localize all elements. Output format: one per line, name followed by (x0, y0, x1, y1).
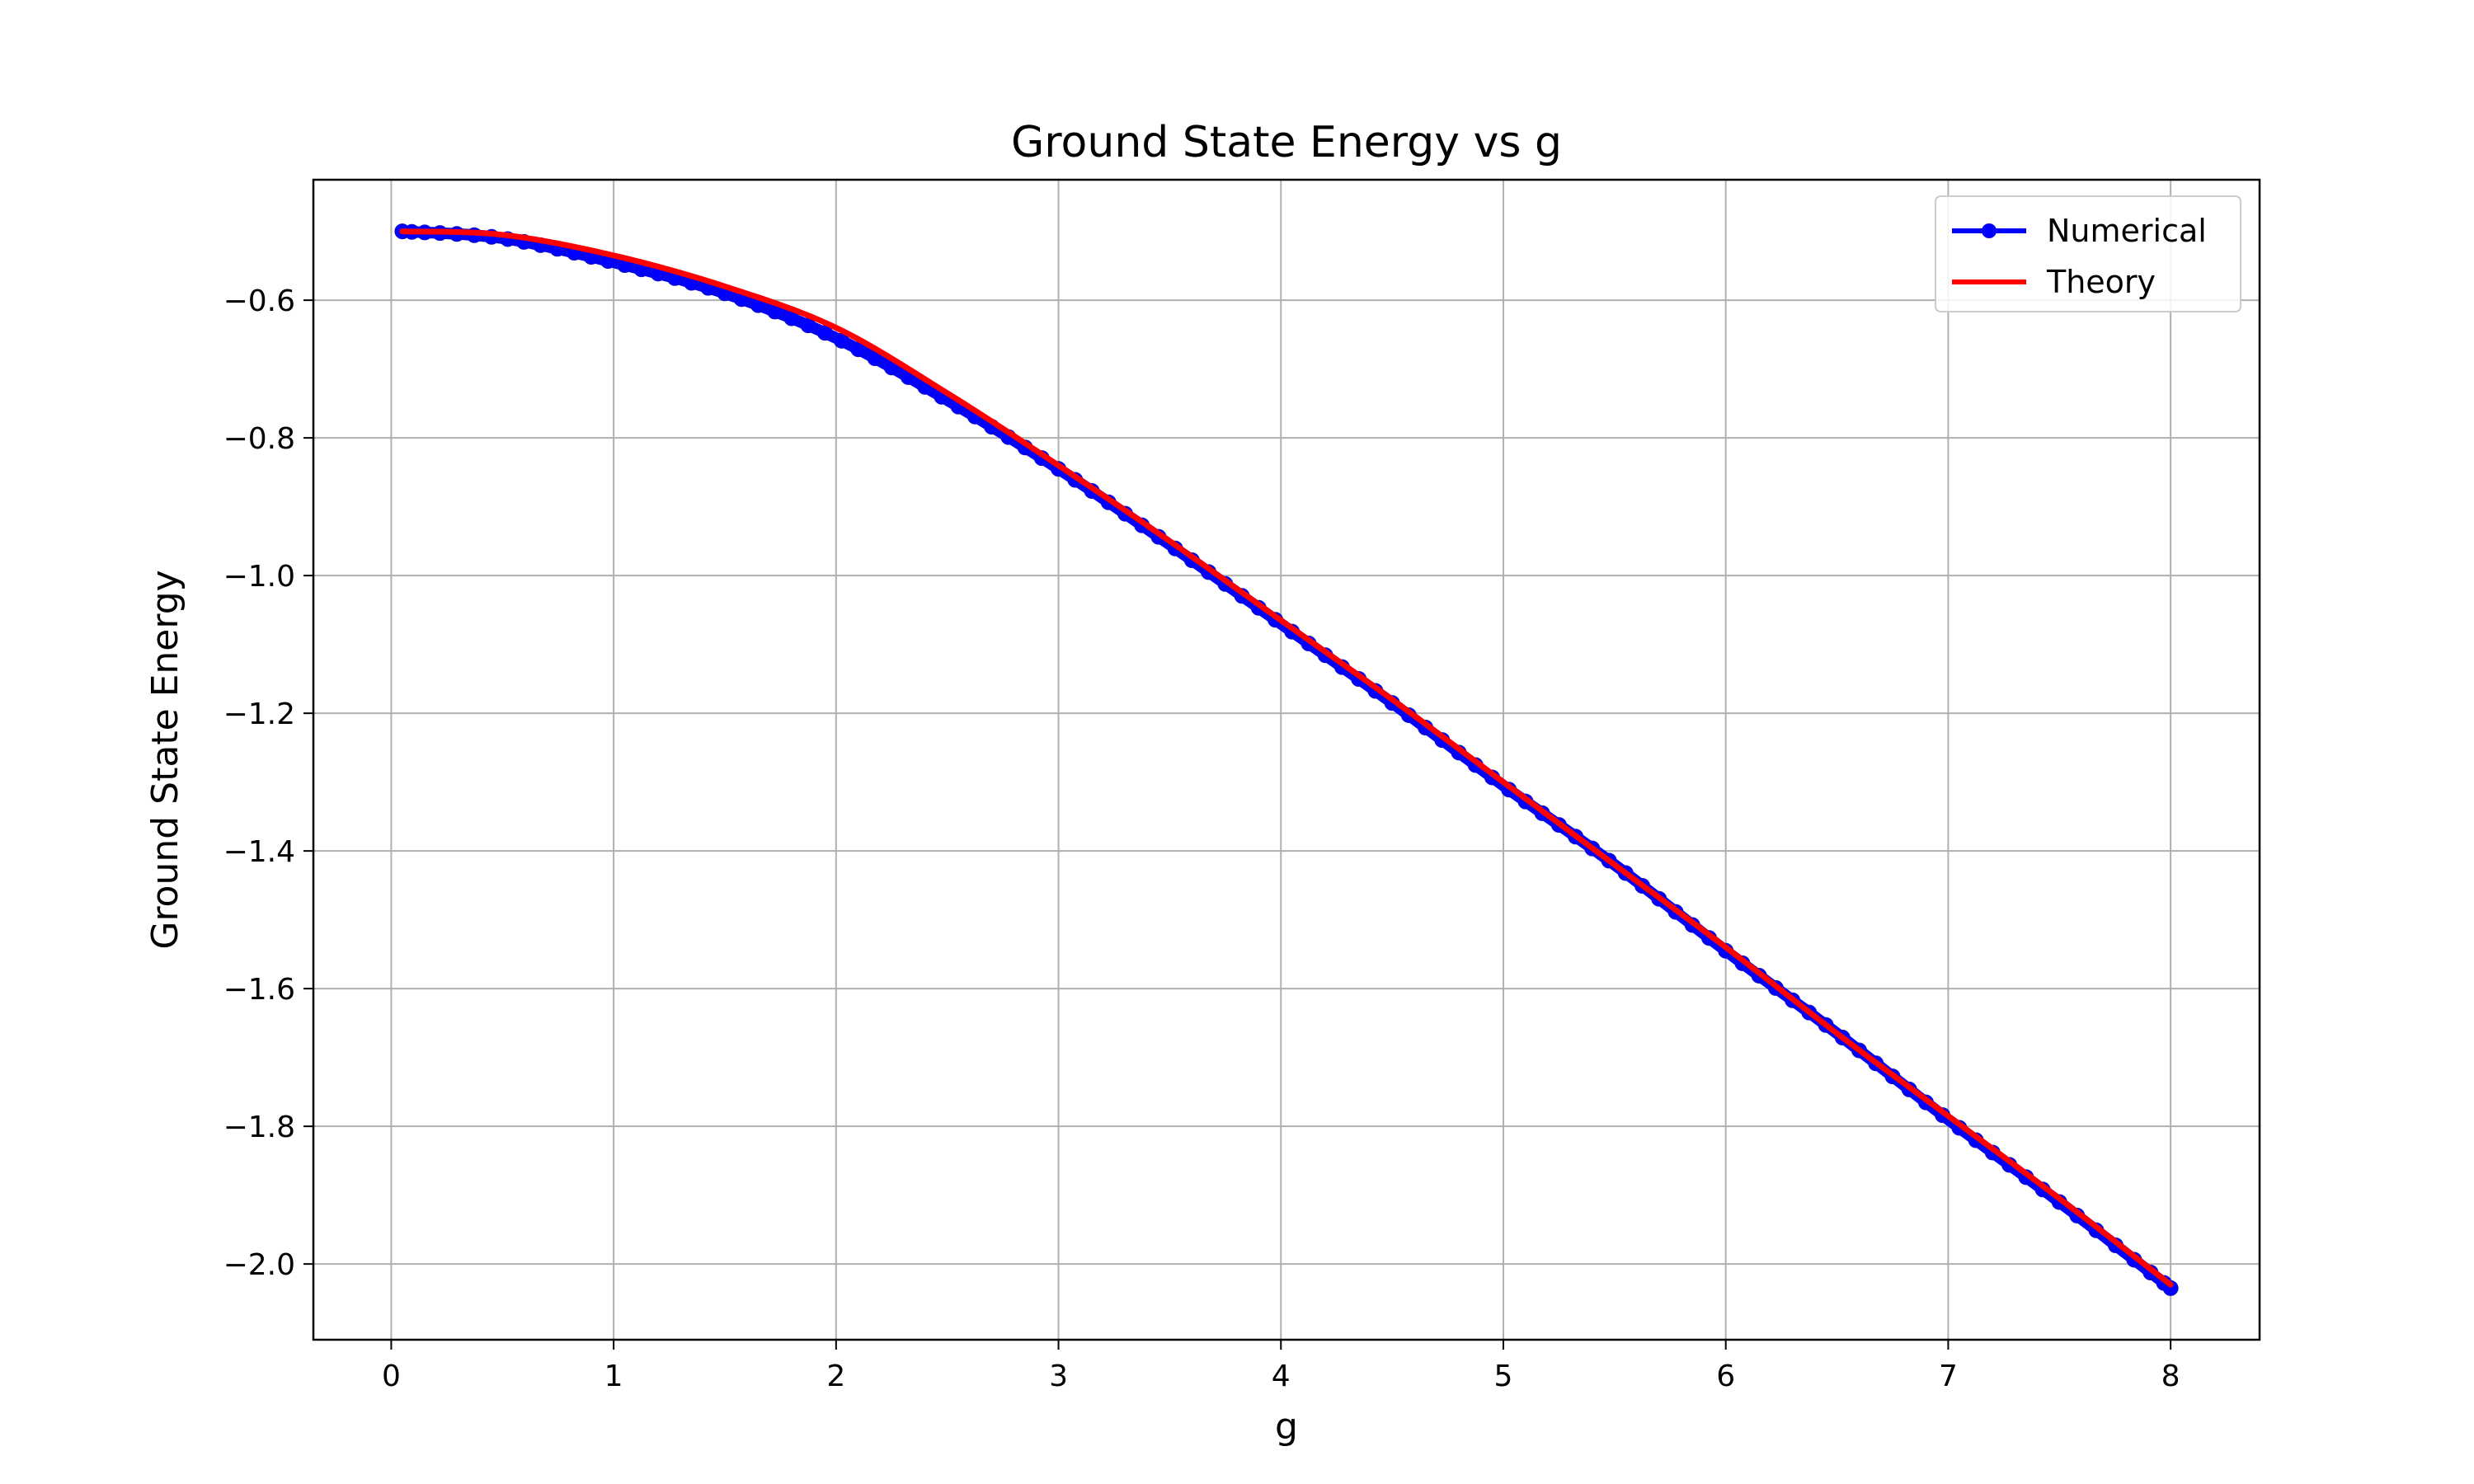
series-layer (394, 223, 2179, 1296)
plot-frame (312, 178, 2261, 1341)
y-tick-label: −1.4 (223, 835, 295, 869)
y-tick-label: −0.6 (223, 284, 295, 318)
x-tick-label: 0 (382, 1360, 401, 1393)
y-tick-label: −1.6 (223, 973, 295, 1007)
x-axis-label: g (1275, 1406, 1298, 1448)
x-tick-label: 3 (1049, 1360, 1068, 1393)
x-tick-label: 4 (1272, 1360, 1291, 1393)
ticks: 0 1 2 3 4 5 6 7 8 −2.0 −1.8 −1.6 −1.4 −1.2 −1.0 −0.8 −0.… (223, 284, 2180, 1393)
chart-title: Ground State Energy vs g (1011, 118, 1562, 167)
y-axis-label: Ground State Energy (144, 570, 186, 949)
y-tick-label: −2.0 (223, 1248, 295, 1282)
y-tick-label: −1.2 (223, 697, 295, 731)
x-tick-label: 2 (826, 1360, 845, 1393)
y-tick-label: −1.8 (223, 1111, 295, 1144)
legend-marker-numerical (1982, 223, 1997, 238)
x-tick-label: 5 (1494, 1360, 1513, 1393)
y-tick-label: −1.0 (223, 560, 295, 594)
legend-entry-theory: Theory (2046, 264, 2156, 300)
legend-entry-numerical: Numerical (2047, 213, 2207, 249)
x-tick-label: 1 (604, 1360, 623, 1393)
x-tick-label: 7 (1939, 1360, 1958, 1393)
series-line-theory (399, 228, 2174, 1288)
x-tick-label: 8 (2161, 1360, 2180, 1393)
legend: Numerical Theory (1935, 195, 2241, 312)
grid (313, 180, 2260, 1340)
x-tick-label: 6 (1716, 1360, 1735, 1393)
y-tick-label: −0.8 (223, 422, 295, 456)
